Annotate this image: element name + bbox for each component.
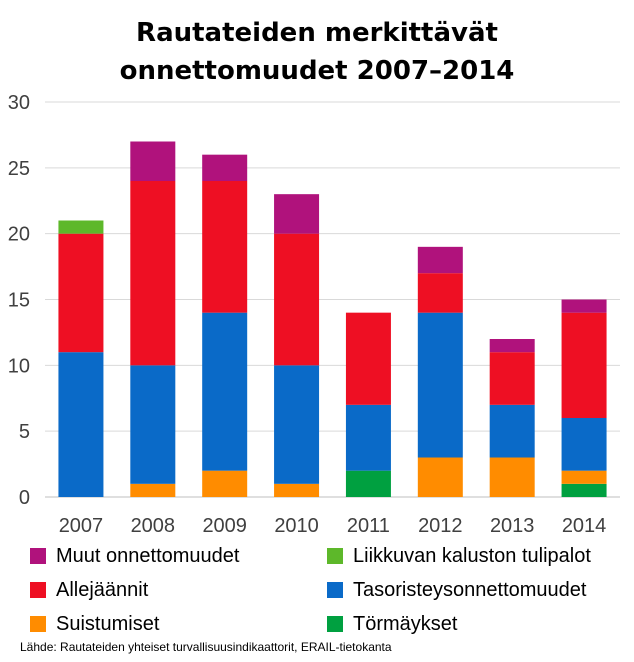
chart-title-line-2: onnettomuudet 2007–2014 [119, 56, 515, 86]
bar-segment [417, 273, 463, 313]
x-tick-label: 2012 [418, 515, 463, 537]
bar-segment [202, 181, 248, 313]
bar-segment [561, 418, 607, 471]
bar-segment [130, 141, 176, 181]
bar-segment [489, 352, 535, 405]
x-tick-label: 2010 [274, 515, 319, 537]
legend-item: Tasoristeysonnettomuudet [327, 578, 586, 602]
legend-swatch [30, 582, 46, 598]
y-tick-label: 10 [8, 355, 30, 377]
bar-segment [202, 154, 248, 181]
legend-item: Allejäännit [30, 578, 148, 602]
bar-segment [130, 483, 176, 497]
y-tick-label: 5 [19, 421, 30, 443]
bar-segment [489, 404, 535, 458]
legend-item: Suistumiset [30, 612, 159, 636]
bar-segment [274, 483, 320, 497]
bar-segment [561, 299, 607, 313]
legend-item: Liikkuvan kaluston tulipalot [327, 544, 591, 568]
y-tick-label: 20 [8, 224, 30, 246]
chart-title: Rautateiden merkittävät onnettomuudet 20… [0, 14, 634, 90]
bar-segment [58, 233, 104, 353]
x-tick-label: 2014 [562, 515, 607, 537]
legend-label: Tasoristeysonnettomuudet [353, 578, 587, 601]
x-tick-label: 2008 [131, 515, 176, 537]
bar-segment [345, 470, 391, 497]
legend-item: Muut onnettomuudet [30, 544, 239, 568]
bar-segment [345, 312, 391, 405]
x-tick-label: 2007 [59, 515, 104, 537]
bar-segment [130, 181, 176, 366]
bar-segment [345, 404, 391, 471]
legend-label: Muut onnettomuudet [56, 544, 240, 567]
bar-segment [202, 470, 248, 497]
bar-segment [274, 194, 320, 234]
y-tick-label: 30 [8, 92, 30, 114]
legend-label: Suistumiset [56, 612, 160, 635]
bar-segment [274, 233, 320, 366]
legend-swatch [327, 582, 343, 598]
bar-segment [417, 246, 463, 274]
y-tick-label: 15 [8, 290, 30, 312]
legend-label: Törmäykset [353, 612, 458, 635]
bar-segment [417, 312, 463, 458]
stacked-bar-chart: 0 5 10 15 20 25 30 2007 2008 2009 2010 2011 2012 2013… [8, 92, 620, 537]
legend-swatch [30, 616, 46, 632]
legend-swatch [30, 548, 46, 564]
bar-segment [561, 470, 607, 484]
bar-segment [274, 365, 320, 484]
y-tick-label: 25 [8, 158, 30, 180]
legend-label: Allejäännit [56, 578, 149, 601]
legend-label: Liikkuvan kaluston tulipalot [353, 544, 591, 567]
x-tick-label: 2011 [347, 515, 390, 537]
legend-item: Törmäykset [327, 612, 457, 636]
bar-segment [489, 339, 535, 353]
bar-segment [130, 365, 176, 484]
y-tick-label: 0 [19, 487, 30, 509]
legend-swatch [327, 548, 343, 564]
bar-segment [561, 483, 607, 497]
legend-swatch [327, 616, 343, 632]
x-tick-label: 2009 [202, 515, 247, 537]
bar-segment [489, 457, 535, 497]
bar-segment [58, 220, 104, 234]
x-tick-label: 2013 [490, 515, 535, 537]
bar-segment [417, 457, 463, 497]
chart-title-line-1: Rautateiden merkittävät [136, 18, 498, 48]
bar-segment [58, 352, 104, 497]
bar-segment [202, 312, 248, 471]
bar-segment [561, 312, 607, 418]
source-note: Lähde: Rautateiden yhteiset turvallisuus… [20, 640, 392, 654]
